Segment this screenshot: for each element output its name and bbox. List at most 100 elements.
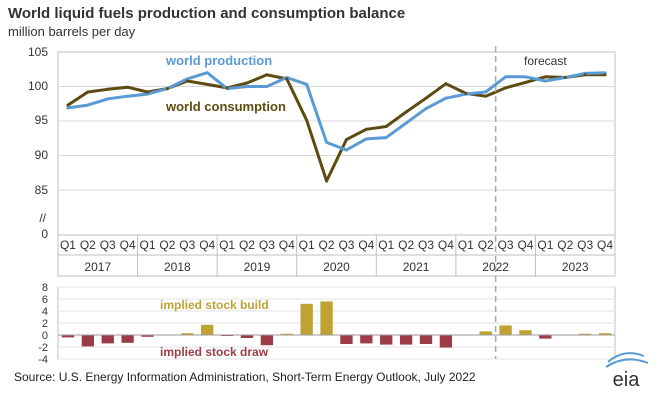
year-tick-label: 2018	[164, 260, 191, 274]
bottom-y-axis: 8 6 4 2 0 -2 -4	[38, 282, 48, 366]
stock-build-bar	[519, 330, 532, 335]
chart-subtitle: million barrels per day	[8, 24, 136, 39]
source-note: Source: U.S. Energy Information Administ…	[14, 370, 476, 384]
year-dividers	[137, 235, 536, 276]
production-point	[384, 136, 388, 140]
bottom-y-tick-label: -4	[38, 354, 48, 366]
quarter-tick-label: Q3	[577, 238, 593, 252]
consumption-point	[146, 90, 150, 94]
consumption-point	[305, 118, 309, 122]
quarter-tick-label: Q2	[159, 238, 175, 252]
stock-build-label: implied stock build	[160, 298, 269, 312]
consumption-point	[424, 96, 428, 100]
quarter-tick-label: Q3	[259, 238, 275, 252]
bottom-y-tick-label: 2	[42, 318, 48, 330]
consumption-point	[364, 127, 368, 131]
consumption-point	[444, 82, 448, 86]
stock-build-bar	[499, 325, 512, 335]
world-production-line	[67, 71, 606, 152]
production-point	[364, 137, 368, 141]
quarter-tick-label: Q2	[319, 238, 335, 252]
quarter-tick-label: Q2	[398, 238, 414, 252]
top-y-tick-label: 95	[35, 113, 49, 127]
consumption-point	[225, 86, 229, 90]
quarter-tick-label: Q3	[338, 238, 354, 252]
production-point	[424, 107, 428, 111]
world-consumption-line	[67, 73, 606, 183]
consumption-point	[543, 75, 547, 79]
production-point	[106, 97, 110, 101]
top-y-axis: 105 100 95 90 85 // 0	[28, 45, 48, 241]
stock-draw-bar	[121, 335, 134, 343]
consumption-point	[185, 79, 189, 83]
stock-build-bar	[479, 331, 492, 335]
quarter-tick-label: Q1	[299, 238, 315, 252]
stock-draw-bar	[399, 335, 413, 345]
year-tick-label: 2017	[84, 260, 111, 274]
consumption-point	[106, 87, 110, 91]
production-point	[504, 75, 508, 79]
stock-build-bar	[578, 333, 592, 335]
bottom-y-tick-label: 6	[42, 294, 48, 306]
stock-build-bar	[181, 333, 194, 335]
stock-draw-bar	[439, 335, 453, 348]
quarter-tick-label: Q2	[80, 238, 96, 252]
quarter-tick-label: Q1	[458, 238, 474, 252]
bottom-y-tick-label: -2	[38, 342, 48, 354]
quarter-tick-label: Q2	[478, 238, 494, 252]
quarter-tick-label: Q4	[597, 238, 613, 252]
eia-logo-text: eia	[613, 369, 641, 391]
quarter-tick-label: Q4	[358, 238, 374, 252]
top-y-tick-label: 105	[28, 45, 48, 59]
stock-draw-bar	[260, 335, 274, 346]
stock-build-bar	[598, 333, 612, 335]
quarter-tick-label: Q1	[219, 238, 235, 252]
quarter-tick-label: Q4	[279, 238, 295, 252]
quarter-tick-label: Q3	[100, 238, 116, 252]
quarter-tick-label: Q4	[199, 238, 215, 252]
stock-draw-bar	[61, 335, 75, 338]
consumption-point	[484, 94, 488, 98]
quarter-tick-label: Q3	[179, 238, 195, 252]
stock-draw-label: implied stock draw	[160, 345, 269, 359]
stock-draw-bar	[419, 335, 433, 344]
stock-draw-bar	[340, 335, 353, 344]
production-point	[543, 79, 547, 83]
forecast-label: forecast	[524, 54, 567, 68]
quarter-tick-label: Q4	[517, 238, 533, 252]
consumption-point	[603, 73, 607, 77]
consumption-point	[205, 82, 209, 86]
consumption-point	[66, 103, 70, 107]
quarter-tick-label: Q2	[239, 238, 255, 252]
quarter-tick-label: Q1	[378, 238, 394, 252]
production-point	[86, 103, 90, 107]
production-point	[344, 148, 348, 152]
production-point	[444, 96, 448, 100]
world-consumption-points	[66, 73, 607, 183]
top-y-zero-label: 0	[41, 227, 48, 241]
consumption-point	[165, 87, 169, 91]
bottom-gridlines	[58, 286, 615, 360]
consumption-point	[583, 73, 587, 77]
production-point	[325, 140, 329, 144]
stock-draw-bar	[360, 335, 373, 344]
production-point	[265, 85, 269, 88]
stock-build-bar	[320, 301, 333, 335]
eia-logo-arc	[605, 358, 649, 368]
consumption-point	[86, 90, 90, 94]
production-point	[146, 92, 150, 96]
year-tick-label: 2020	[323, 260, 350, 274]
top-y-tick-label: 85	[35, 183, 49, 197]
production-point	[205, 71, 209, 75]
stock-build-bar	[201, 324, 214, 335]
consumption-point	[384, 125, 388, 129]
consumption-point	[265, 73, 269, 77]
consumption-point	[464, 91, 468, 95]
year-tick-label: 2023	[562, 260, 589, 274]
production-point	[603, 71, 607, 75]
top-y-tick-label: 100	[28, 79, 48, 93]
quarter-tick-label: Q1	[140, 238, 156, 252]
top-plot-frame	[57, 51, 616, 277]
bottom-y-tick-label: 4	[42, 306, 48, 318]
